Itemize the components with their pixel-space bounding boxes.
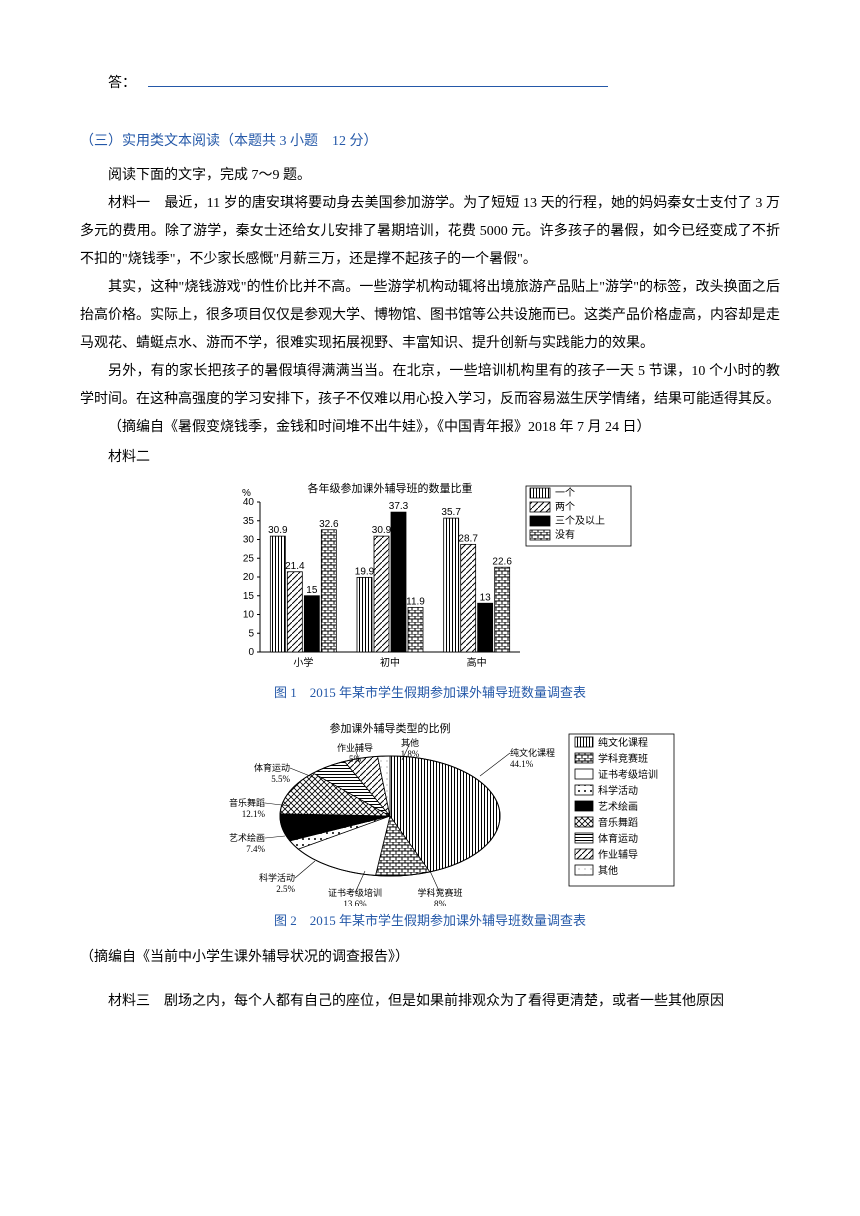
svg-text:科学活动: 科学活动 xyxy=(598,784,638,797)
svg-text:13.6%: 13.6% xyxy=(343,899,367,906)
svg-text:25: 25 xyxy=(243,553,255,564)
svg-text:纯文化课程: 纯文化课程 xyxy=(510,747,555,758)
svg-text:音乐舞蹈: 音乐舞蹈 xyxy=(598,816,638,829)
svg-text:高中: 高中 xyxy=(467,656,487,669)
svg-text:证书考级培训: 证书考级培训 xyxy=(598,768,658,781)
instruction: 阅读下面的文字，完成 7～9 题。 xyxy=(80,162,780,190)
svg-text:13: 13 xyxy=(480,592,492,603)
svg-text:%: % xyxy=(242,488,251,499)
svg-text:其他: 其他 xyxy=(401,737,419,748)
svg-text:30: 30 xyxy=(243,535,255,546)
svg-text:作业辅导: 作业辅导 xyxy=(337,742,373,753)
answer-row: 答： xyxy=(80,70,780,98)
svg-text:其他: 其他 xyxy=(598,864,618,877)
bar-chart: 各年级参加课外辅导班的数量比重0510152025303540%30.921.4… xyxy=(220,478,640,678)
para-1: 材料一 最近，11 岁的唐安琪将要动身去美国参加游学。为了短短 13 天的行程，… xyxy=(80,190,780,274)
svg-text:一个: 一个 xyxy=(555,487,575,499)
svg-text:学科竞赛班: 学科竞赛班 xyxy=(417,887,462,898)
svg-text:科学活动: 科学活动 xyxy=(259,872,295,883)
caption-2: 图 2 2015 年某市学生假期参加课外辅导班数量调查表 xyxy=(80,908,780,934)
svg-text:10: 10 xyxy=(243,610,255,621)
svg-text:纯文化课程: 纯文化课程 xyxy=(598,736,648,749)
svg-text:7.4%: 7.4% xyxy=(246,844,265,854)
svg-text:体育运动: 体育运动 xyxy=(254,762,290,773)
svg-text:21.4: 21.4 xyxy=(285,561,305,572)
answer-label: 答： xyxy=(108,76,136,91)
svg-text:初中: 初中 xyxy=(380,656,400,669)
svg-text:12.1%: 12.1% xyxy=(242,809,266,819)
svg-text:音乐舞蹈: 音乐舞蹈 xyxy=(229,797,265,808)
para-4: 材料三 剧场之内，每个人都有自己的座位，但是如果前排观众为了看得更清楚，或者一些… xyxy=(80,988,780,1016)
caption-1: 图 1 2015 年某市学生假期参加课外辅导班数量调查表 xyxy=(80,680,780,706)
svg-text:15: 15 xyxy=(243,591,255,602)
svg-text:8%: 8% xyxy=(434,899,447,906)
svg-text:0: 0 xyxy=(248,647,254,658)
svg-text:2.5%: 2.5% xyxy=(276,884,295,894)
svg-text:32.6: 32.6 xyxy=(319,519,339,530)
section-title: （三）实用类文本阅读（本题共 3 小题 12 分） xyxy=(80,128,780,156)
svg-text:学科竞赛班: 学科竞赛班 xyxy=(598,752,648,765)
svg-text:艺术绘画: 艺术绘画 xyxy=(598,800,638,813)
svg-text:35.7: 35.7 xyxy=(441,507,461,518)
svg-text:28.7: 28.7 xyxy=(458,533,478,544)
svg-text:30.9: 30.9 xyxy=(268,525,288,536)
para-2: 其实，这种"烧钱游戏"的性价比并不高。一些游学机构动辄将出境旅游产品贴上"游学"… xyxy=(80,274,780,358)
svg-text:44.1%: 44.1% xyxy=(510,759,534,769)
svg-text:11.9: 11.9 xyxy=(406,596,425,607)
svg-text:小学: 小学 xyxy=(293,656,313,669)
svg-text:37.3: 37.3 xyxy=(389,501,409,512)
svg-text:两个: 两个 xyxy=(555,501,575,513)
pie-chart: 参加课外辅导类型的比例纯文化课程44.1%学科竞赛班8%证书考级培训13.6%科… xyxy=(180,716,680,906)
svg-text:作业辅导: 作业辅导 xyxy=(598,848,638,861)
svg-text:艺术绘画: 艺术绘画 xyxy=(229,832,265,843)
svg-text:30.9: 30.9 xyxy=(372,525,392,536)
svg-text:15: 15 xyxy=(306,585,318,596)
svg-text:1.8%: 1.8% xyxy=(401,749,420,759)
para-3: 另外，有的家长把孩子的暑假填得满满当当。在北京，一些培训机构里有的孩子一天 5 … xyxy=(80,358,780,414)
svg-text:5%: 5% xyxy=(349,754,362,764)
svg-text:5: 5 xyxy=(248,628,254,639)
svg-text:没有: 没有 xyxy=(555,528,575,541)
answer-underline xyxy=(148,73,608,87)
svg-text:22.6: 22.6 xyxy=(492,556,512,567)
chart-2-wrap: 参加课外辅导类型的比例纯文化课程44.1%学科竞赛班8%证书考级培训13.6%科… xyxy=(80,716,780,906)
svg-text:证书考级培训: 证书考级培训 xyxy=(328,887,382,898)
material-2-label: 材料二 xyxy=(80,444,780,472)
svg-text:各年级参加课外辅导班的数量比重: 各年级参加课外辅导班的数量比重 xyxy=(308,481,473,495)
svg-text:参加课外辅导类型的比例: 参加课外辅导类型的比例 xyxy=(330,721,451,735)
svg-text:19.9: 19.9 xyxy=(355,566,375,577)
svg-text:三个及以上: 三个及以上 xyxy=(555,515,605,527)
svg-text:35: 35 xyxy=(243,516,255,527)
svg-text:5.5%: 5.5% xyxy=(271,774,290,784)
source-1: （摘编自《暑假变烧钱季，金钱和时间堆不出牛娃》，《中国青年报》2018 年 7 … xyxy=(80,414,780,442)
svg-text:体育运动: 体育运动 xyxy=(598,832,638,845)
source-2: （摘编自《当前中小学生课外辅导状况的调查报告》） xyxy=(80,944,780,972)
chart-1-wrap: 各年级参加课外辅导班的数量比重0510152025303540%30.921.4… xyxy=(80,478,780,678)
svg-text:20: 20 xyxy=(243,572,255,583)
